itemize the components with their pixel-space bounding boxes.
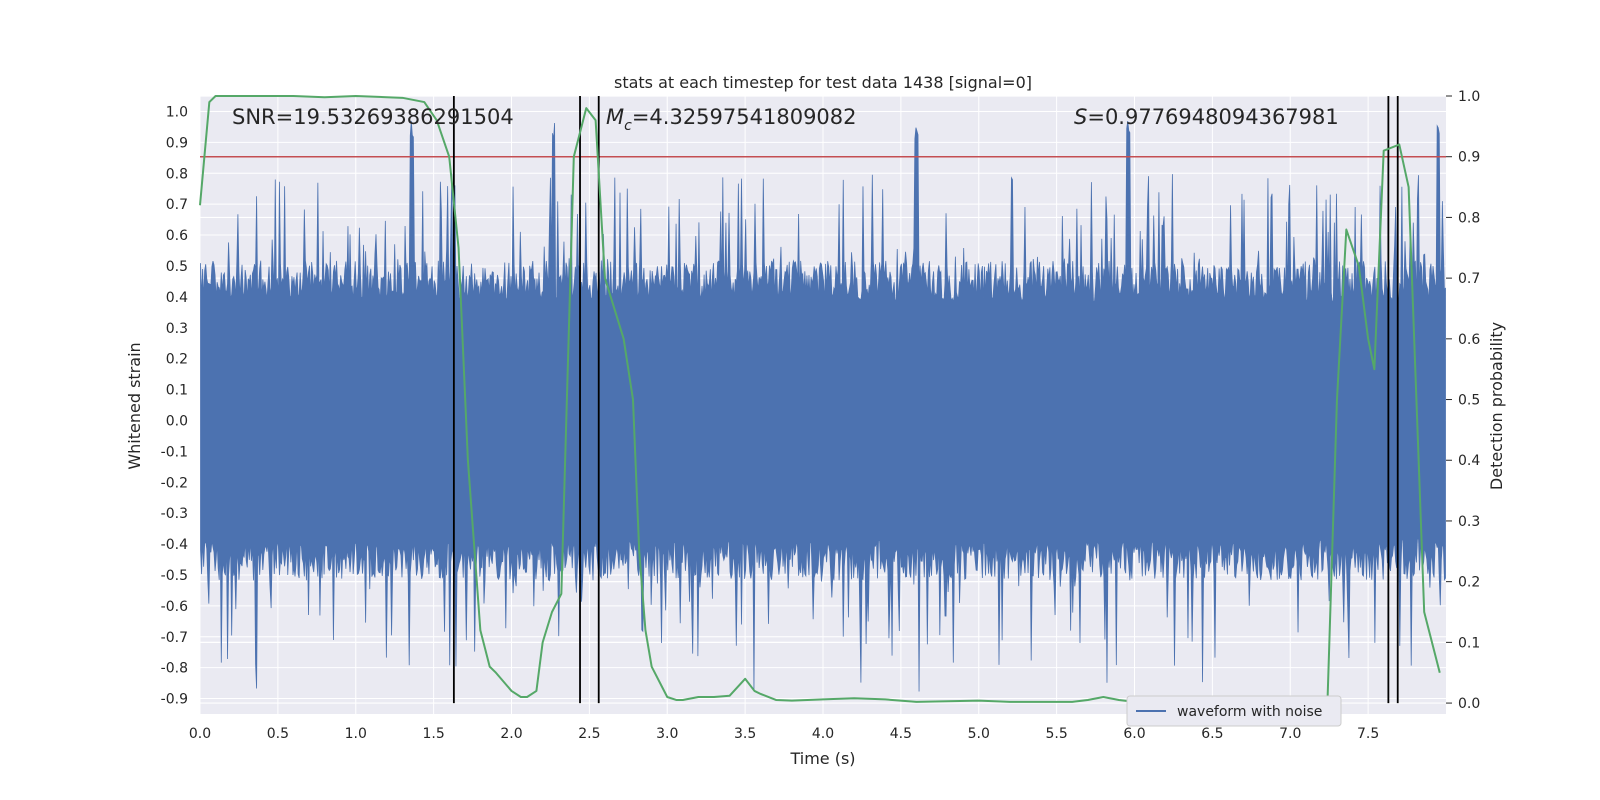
y-tick-label: 0.1 (166, 383, 188, 399)
x-tick-label: 5.5 (1045, 726, 1067, 742)
y2-tick-label: 0.0 (1458, 696, 1480, 712)
y2-tick-label: 0.7 (1458, 271, 1480, 287)
x-tick-label: 4.0 (812, 726, 834, 742)
y-tick-label: -0.1 (161, 444, 188, 460)
y-tick-label: 0.9 (166, 135, 188, 151)
y-tick-label: 0.7 (166, 197, 188, 213)
x-tick-label: 7.0 (1279, 726, 1301, 742)
x-tick-label: 7.5 (1357, 726, 1379, 742)
x-tick-label: 5.0 (968, 726, 990, 742)
y-tick-label: -0.5 (161, 568, 188, 584)
y2-tick-label: 0.9 (1458, 150, 1480, 166)
y2-tick-label: 1.0 (1458, 89, 1480, 105)
y2-axis-label: Detection probability (1487, 322, 1506, 490)
y-tick-label: -0.8 (161, 661, 188, 677)
x-tick-label: 1.0 (345, 726, 367, 742)
x-tick-label: 2.0 (500, 726, 522, 742)
x-tick-label: 3.5 (734, 726, 756, 742)
y-tick-label: 0.6 (166, 228, 188, 244)
y2-tick-label: 0.2 (1458, 575, 1480, 591)
waveform-with-noise (200, 120, 1446, 692)
y-tick-label: -0.2 (161, 475, 188, 491)
y-tick-label: 0.4 (166, 290, 188, 306)
legend-box (1126, 695, 1342, 727)
s-symbol: S (1074, 105, 1087, 129)
s-value: =0.9776948094367981 (1087, 105, 1338, 129)
waveform-series (200, 120, 1446, 692)
y-tick-label: 0.8 (166, 166, 188, 182)
x-axis-label: Time (s) (789, 749, 855, 768)
y-tick-label: 0.2 (166, 352, 188, 368)
chirp-mass-annotation: Mc=4.32597541809082 (606, 105, 857, 134)
y-tick-label: -0.9 (161, 692, 188, 708)
s-annotation: S=0.9776948094367981 (1074, 105, 1339, 129)
y2-tick-label: 0.1 (1458, 635, 1480, 651)
x-tick-label: 3.0 (656, 726, 678, 742)
legend-label: waveform with noise (1177, 704, 1322, 720)
y2-tick-label: 0.5 (1458, 393, 1480, 409)
y2-tick-label: 0.3 (1458, 514, 1480, 530)
y-tick-label: -0.4 (161, 537, 188, 553)
x-axis-ticks: 0.0 0.5 1.0 1.5 2.0 2.5 3.0 3.5 4.0 4.5 5.0 5.5 6.0 6… (189, 726, 1379, 742)
y2-axis-ticks: 1.0 0.9 0.8 0.7 0.6 0.5 0.4 0.3 0.2 0.1 0.0 (1446, 89, 1480, 712)
x-tick-label: 2.5 (578, 726, 600, 742)
y-tick-label: 0.3 (166, 321, 188, 337)
x-tick-label: 1.5 (422, 726, 444, 742)
y-tick-label: -0.7 (161, 630, 188, 646)
snr-annotation: SNR=19.53269386291504 (232, 105, 514, 129)
x-tick-label: 0.0 (189, 726, 211, 742)
y-axis-ticks: 1.0 0.9 0.8 0.7 0.6 0.5 0.4 0.3 0.2 0.1 0.0 -0.1 -0.… (161, 104, 188, 707)
y-tick-label: 1.0 (166, 104, 188, 120)
y2-tick-label: 0.6 (1458, 332, 1480, 348)
x-tick-label: 0.5 (267, 726, 289, 742)
y-tick-label: 0.5 (166, 259, 188, 275)
chirp-mass-subscript: c (624, 118, 632, 134)
chirp-mass-value: =4.32597541809082 (632, 105, 857, 129)
y-axis-label: Whitened strain (125, 342, 144, 469)
vertical-markers (452, 96, 1399, 704)
y2-tick-label: 0.4 (1458, 453, 1480, 469)
chirp-mass-symbol: M (606, 105, 624, 129)
y2-tick-label: 0.8 (1458, 210, 1480, 226)
x-tick-label: 6.5 (1201, 726, 1223, 742)
x-tick-label: 6.0 (1123, 726, 1145, 742)
chart-title: stats at each timestep for test data 143… (614, 73, 1032, 92)
y-tick-label: 0.0 (166, 413, 188, 429)
legend: waveform with noise (1126, 695, 1342, 727)
y-tick-label: -0.3 (161, 506, 188, 522)
x-tick-label: 4.5 (890, 726, 912, 742)
y-tick-label: -0.6 (161, 599, 188, 615)
